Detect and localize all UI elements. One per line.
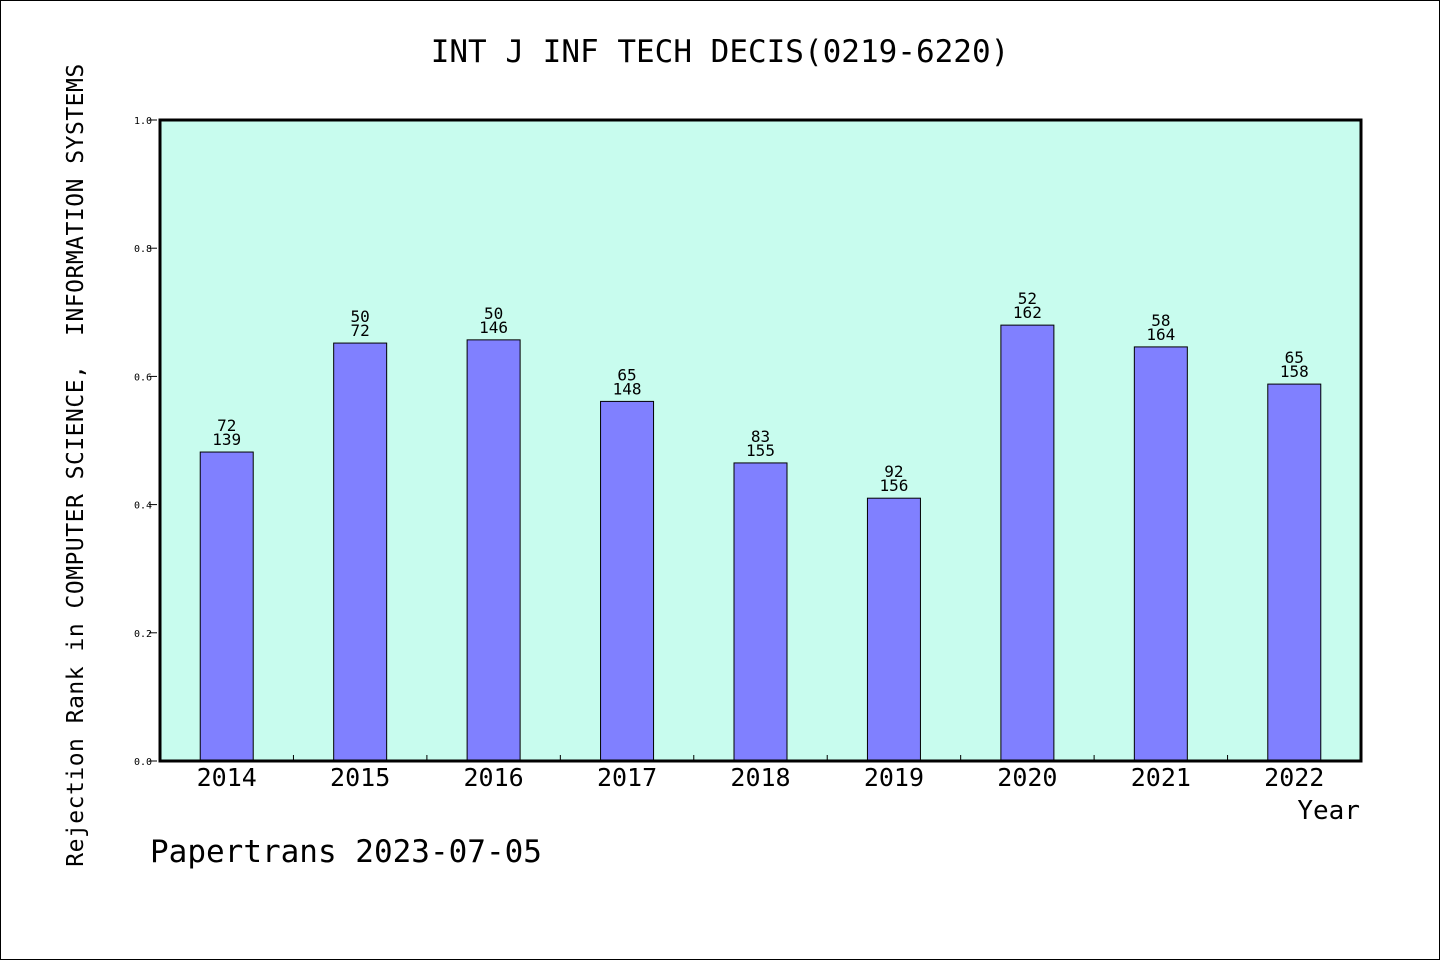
bar-label-bottom: 72: [351, 321, 370, 340]
y-tick-label: 0.8: [134, 244, 152, 255]
bar-label-top: 65: [1285, 348, 1304, 367]
bar-label-top: 65: [617, 365, 636, 384]
y-tick-label: 1.0: [134, 116, 152, 127]
bar-label-bottom: 148: [613, 379, 642, 398]
x-tick-label: 2021: [1131, 763, 1191, 792]
y-tick-label: 0.4: [134, 501, 152, 512]
bar-label-top: 83: [751, 427, 770, 446]
bar-label-bottom: 162: [1013, 303, 1042, 322]
x-tick-label: 2017: [597, 763, 657, 792]
y-tick-label: 0.0: [134, 757, 152, 768]
plot-border: [158, 118, 1363, 763]
bar: [600, 400, 655, 762]
x-tick-label: 2014: [197, 763, 257, 792]
bar-label-bottom: 155: [746, 441, 775, 460]
x-tick-label: 2018: [730, 763, 790, 792]
bar: [466, 339, 521, 762]
footer-credit: Papertrans 2023-07-05: [150, 834, 542, 870]
y-tick-label: 0.2: [134, 629, 152, 640]
bar-label-top: 52: [1018, 289, 1037, 308]
chart-title: INT J INF TECH DECIS(0219-6220): [430, 34, 1010, 70]
x-tick-label: 2015: [330, 763, 390, 792]
bar: [199, 451, 254, 762]
bar: [1133, 346, 1188, 762]
x-axis-label: Year: [1297, 796, 1360, 826]
bar-label-bottom: 164: [1146, 325, 1175, 344]
bar: [1000, 324, 1055, 762]
bar-label-bottom: 156: [879, 476, 908, 495]
bar: [733, 462, 788, 762]
bar-label-top: 92: [884, 462, 903, 481]
bars-layer: [199, 324, 1322, 762]
bar-label-top: 50: [351, 307, 370, 326]
x-tick-label: 2022: [1264, 763, 1324, 792]
x-tick-label: 2020: [997, 763, 1057, 792]
y-axis-label: Rejection Rank in COMPUTER SCIENCE, INFO…: [63, 63, 89, 867]
bar: [1267, 383, 1322, 762]
bar-label-bottom: 158: [1280, 362, 1309, 381]
x-tick-label: 2019: [864, 763, 924, 792]
bar: [333, 342, 388, 762]
bar-label-bottom: 146: [479, 318, 508, 337]
bar: [866, 497, 921, 762]
x-axis: 2014 2015 2016 2017 2018 2019 2020 2021 2022: [197, 755, 1324, 792]
y-tick-label: 0.6: [134, 372, 152, 383]
x-tick-label: 2016: [464, 763, 524, 792]
y-axis: 0.0 0.2 0.4 0.6 0.8 1.0: [134, 116, 157, 768]
bar-label-top: 72: [217, 416, 236, 435]
bar-label-top: 58: [1151, 311, 1170, 330]
bar-label-bottom: 139: [212, 430, 241, 449]
bar-label-top: 50: [484, 304, 503, 323]
